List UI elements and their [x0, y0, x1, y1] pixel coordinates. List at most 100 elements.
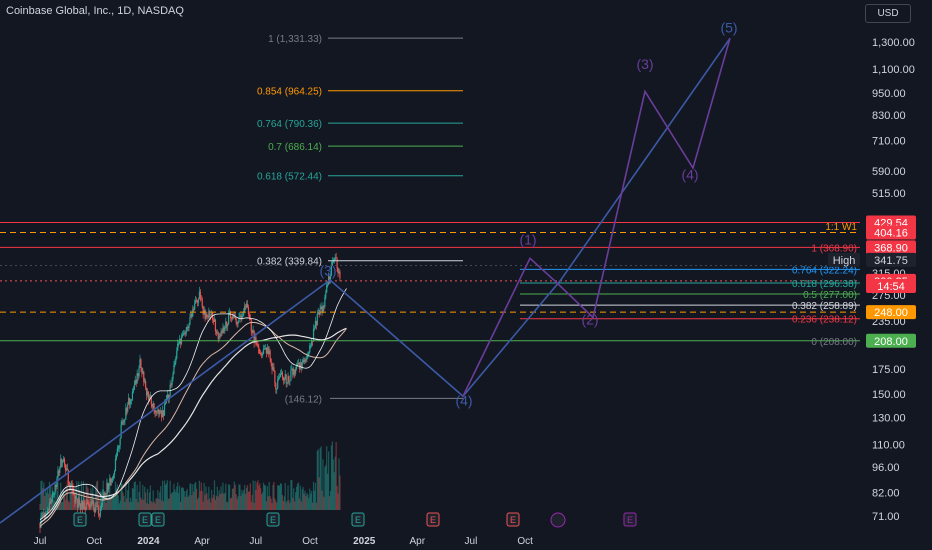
volume-bar: [76, 481, 78, 510]
volume-bar: [241, 489, 243, 510]
volume-bar: [203, 482, 205, 510]
candle-body: [230, 317, 233, 319]
volume-bar: [141, 499, 143, 510]
volume-bar: [179, 501, 182, 510]
volume-bar: [137, 502, 139, 510]
volume-bar: [226, 501, 228, 510]
candle-body: [190, 314, 192, 318]
price-label: High: [833, 255, 856, 267]
volume-bar: [212, 494, 215, 510]
candle-body: [71, 484, 73, 486]
candle-body: [134, 380, 136, 385]
y-tick-label: 515.00: [872, 188, 906, 200]
candle-body: [283, 379, 285, 381]
volume-bar: [119, 500, 121, 510]
volume-bar: [233, 481, 235, 510]
y-tick-label: 590.00: [872, 166, 906, 178]
candle-body: [184, 332, 186, 334]
candle-body: [59, 467, 61, 473]
fib-level-label: 1 (1,331.33): [268, 34, 322, 45]
volume-bar: [112, 494, 115, 510]
volume-bar: [78, 481, 80, 510]
volume-bar: [223, 493, 225, 510]
candle-body: [311, 340, 313, 346]
x-tick-label: Oct: [86, 536, 102, 547]
volume-bar: [129, 497, 132, 510]
candle-body: [263, 348, 266, 350]
candle-body: [110, 478, 112, 483]
candle-body: [166, 394, 168, 400]
volume-bar: [301, 489, 303, 510]
price-label: 14:54: [877, 281, 905, 293]
candle-body: [77, 498, 79, 508]
volume-bar: [172, 492, 174, 510]
candle-body: [302, 360, 304, 362]
candle-body: [65, 468, 68, 471]
candle-body: [62, 458, 65, 461]
volume-bar: [168, 498, 170, 510]
candle-body: [124, 419, 126, 421]
earnings-marker: [351, 512, 365, 527]
volume-bar: [123, 495, 125, 510]
candle-body: [276, 388, 278, 390]
candle-body: [312, 328, 315, 342]
volume-bar: [242, 493, 244, 510]
volume-bar: [169, 480, 171, 510]
volume-bar: [222, 482, 224, 510]
candle-body: [235, 318, 237, 323]
candle-body: [299, 362, 301, 369]
candle-body: [243, 310, 245, 315]
volume-bar: [94, 503, 96, 510]
candle-body: [91, 501, 93, 504]
volume-bar: [281, 494, 284, 510]
candle-body: [231, 316, 234, 319]
volume-bar: [262, 482, 265, 510]
candle-body: [284, 374, 286, 380]
volume-bar: [245, 487, 248, 510]
volume-bar: [292, 497, 294, 510]
candle-body: [304, 359, 306, 362]
volume-bar: [297, 482, 300, 510]
volume-bar: [206, 493, 208, 510]
candle-body: [328, 276, 331, 280]
candle-body: [159, 412, 161, 415]
volume-bar: [288, 500, 290, 510]
currency-button[interactable]: USD: [865, 4, 911, 23]
volume-bar: [202, 501, 204, 510]
candle-body: [69, 485, 71, 487]
volume-bar: [254, 480, 256, 510]
candle-body: [278, 376, 281, 379]
volume-bar: [97, 494, 100, 510]
volume-bar: [171, 492, 173, 510]
earnings-marker-label: E: [510, 515, 516, 525]
candle-body: [272, 367, 274, 370]
volume-bar: [143, 499, 145, 510]
y-tick-label: 130.00: [872, 412, 906, 424]
candle-body: [97, 506, 100, 515]
candle-body: [215, 331, 217, 333]
candle-body: [296, 364, 299, 367]
volume-bar: [318, 477, 320, 510]
volume-bar: [157, 490, 159, 510]
candle-body: [74, 493, 76, 503]
candle-body: [63, 458, 66, 465]
candle-body: [326, 284, 328, 293]
candle-body: [220, 331, 222, 336]
candle-body: [277, 379, 279, 389]
candle-body: [316, 313, 318, 325]
candle-body: [224, 327, 226, 331]
volume-bar: [331, 441, 333, 510]
volume-bar: [337, 493, 339, 510]
candle-body: [95, 506, 97, 512]
volume-bar: [315, 502, 317, 510]
candle-body: [55, 484, 57, 487]
wave-label: (2): [581, 311, 598, 327]
candle-body: [66, 468, 68, 471]
y-tick-label: 82.00: [872, 488, 900, 500]
candle-body: [56, 478, 58, 487]
candle-body: [105, 493, 107, 495]
candle-body: [83, 502, 85, 508]
volume-bar: [231, 488, 234, 510]
candle-body: [244, 306, 246, 311]
